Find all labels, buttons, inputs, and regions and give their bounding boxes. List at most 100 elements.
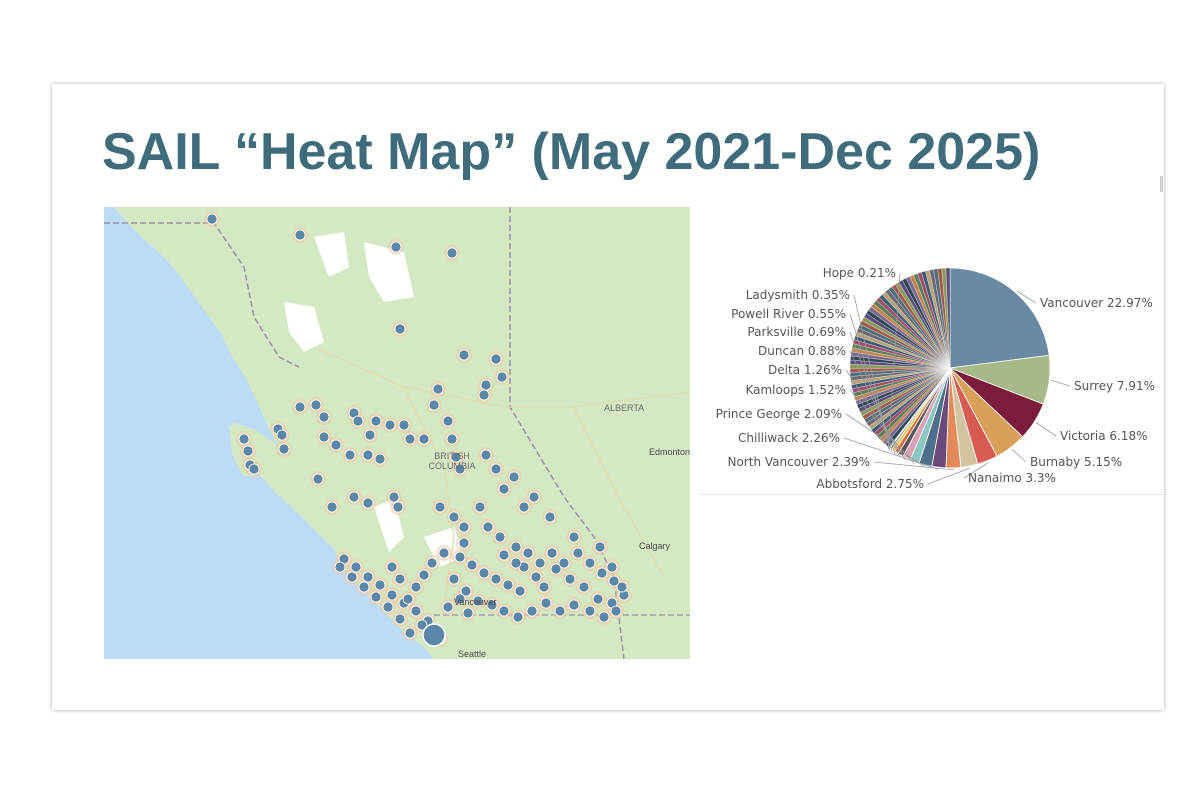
location-marker: [510, 541, 522, 553]
location-marker: [592, 593, 604, 605]
location-marker: [486, 599, 498, 611]
location-marker: [472, 595, 484, 607]
pie-label-north-vancouver: North Vancouver 2.39%: [727, 455, 870, 469]
location-marker: [206, 213, 218, 225]
location-marker: [510, 557, 522, 569]
location-marker: [450, 451, 462, 463]
location-marker: [498, 483, 510, 495]
location-marker: [374, 453, 386, 465]
location-marker: [490, 573, 502, 585]
location-marker: [458, 537, 470, 549]
pie-label-prince-george: Prince George 2.09%: [716, 407, 842, 421]
location-marker: [462, 607, 474, 619]
location-marker: [594, 541, 606, 553]
location-marker: [482, 521, 494, 533]
location-marker: [348, 491, 360, 503]
location-marker: [558, 557, 570, 569]
snow-patch: [314, 232, 349, 277]
location-marker: [238, 433, 250, 445]
pie-leader-line: [843, 437, 939, 470]
location-marker: [496, 371, 508, 383]
pie-label-delta: Delta 1.26%: [768, 363, 842, 377]
location-marker: [362, 571, 374, 583]
location-marker: [352, 415, 364, 427]
location-marker: [364, 429, 376, 441]
location-marker: [474, 501, 486, 513]
location-marker: [386, 561, 398, 573]
location-marker: [428, 399, 440, 411]
pie-label-burnaby: Burnaby 5.15%: [1030, 455, 1122, 469]
location-marker: [490, 353, 502, 365]
location-marker: [346, 571, 358, 583]
pie-slice-vancouver: [949, 267, 1050, 369]
pie-svg: Vancouver 22.97% Surrey 7.91% Victoria 6.1…: [716, 266, 1155, 491]
location-marker: [350, 561, 362, 573]
location-marker: [318, 431, 330, 443]
location-marker: [518, 501, 530, 513]
pie-label-powell-river: Powell River 0.55%: [731, 307, 846, 321]
pie-leader-line: [845, 413, 926, 468]
pie-label-ladysmith: Ladysmith 0.35%: [746, 288, 850, 302]
location-marker: [370, 415, 382, 427]
location-marker: [426, 557, 438, 569]
location-marker: [448, 511, 460, 523]
pie-leader-line: [1035, 422, 1057, 437]
location-marker: [394, 613, 406, 625]
location-marker: [502, 579, 514, 591]
pie-label-vancouver: Vancouver 22.97%: [1040, 296, 1153, 310]
location-marker: [458, 521, 470, 533]
location-marker: [534, 557, 546, 569]
location-marker: [568, 531, 580, 543]
pie-label-parksville: Parksville 0.69%: [747, 325, 846, 339]
pie-label-duncan: Duncan 0.88%: [758, 344, 846, 358]
location-marker: [490, 463, 502, 475]
location-marker: [498, 549, 510, 561]
location-marker: [370, 591, 382, 603]
pie-leader-line: [873, 461, 954, 471]
location-marker: [362, 497, 374, 509]
location-marker: [564, 573, 576, 585]
location-marker: [578, 581, 590, 593]
location-marker: [434, 501, 446, 513]
location-marker: [538, 581, 550, 593]
location-marker: [530, 571, 542, 583]
snow-patch: [364, 242, 414, 302]
location-marker: [358, 581, 370, 593]
location-marker: [404, 627, 416, 639]
location-marker: [544, 511, 556, 523]
divider: [1160, 176, 1163, 192]
calgary-city-label: Calgary: [639, 541, 671, 551]
location-marker: [382, 601, 394, 613]
vancouver-city-label: Vancouver: [454, 597, 497, 607]
location-marker: [610, 605, 622, 617]
edmonton-city-label: Edmonton: [649, 447, 690, 457]
location-marker-cluster: [422, 623, 446, 647]
slide: SAIL “Heat Map” (May 2021-Dec 2025): [52, 84, 1164, 710]
pie-label-victoria: Victoria 6.18%: [1060, 429, 1147, 443]
location-marker: [584, 605, 596, 617]
location-marker: [446, 247, 458, 259]
location-markers: [204, 211, 632, 647]
location-marker: [402, 593, 414, 605]
city-share-pie-chart: Vancouver 22.97% Surrey 7.91% Victoria 6.1…: [700, 252, 1164, 495]
location-marker: [416, 619, 428, 631]
location-marker: [508, 471, 520, 483]
pie-label-nanaimo: Nanaimo 3.3%: [968, 471, 1056, 485]
slide-title: SAIL “Heat Map” (May 2021-Dec 2025): [102, 123, 1041, 181]
location-marker: [568, 599, 580, 611]
pie-label-surrey: Surrey 7.91%: [1074, 379, 1155, 393]
location-marker: [394, 573, 406, 585]
pie-leader-line: [853, 294, 891, 451]
location-marker: [494, 531, 506, 543]
location-marker: [318, 411, 330, 423]
location-marker: [458, 349, 470, 361]
pie-leader-line: [849, 350, 900, 457]
location-marker: [598, 611, 610, 623]
location-marker: [242, 445, 254, 457]
location-marker: [390, 241, 402, 253]
location-marker: [330, 439, 342, 451]
location-marker: [442, 601, 454, 613]
seattle-city-label: Seattle: [458, 649, 487, 659]
location-marker: [404, 433, 416, 445]
location-marker: [384, 419, 396, 431]
